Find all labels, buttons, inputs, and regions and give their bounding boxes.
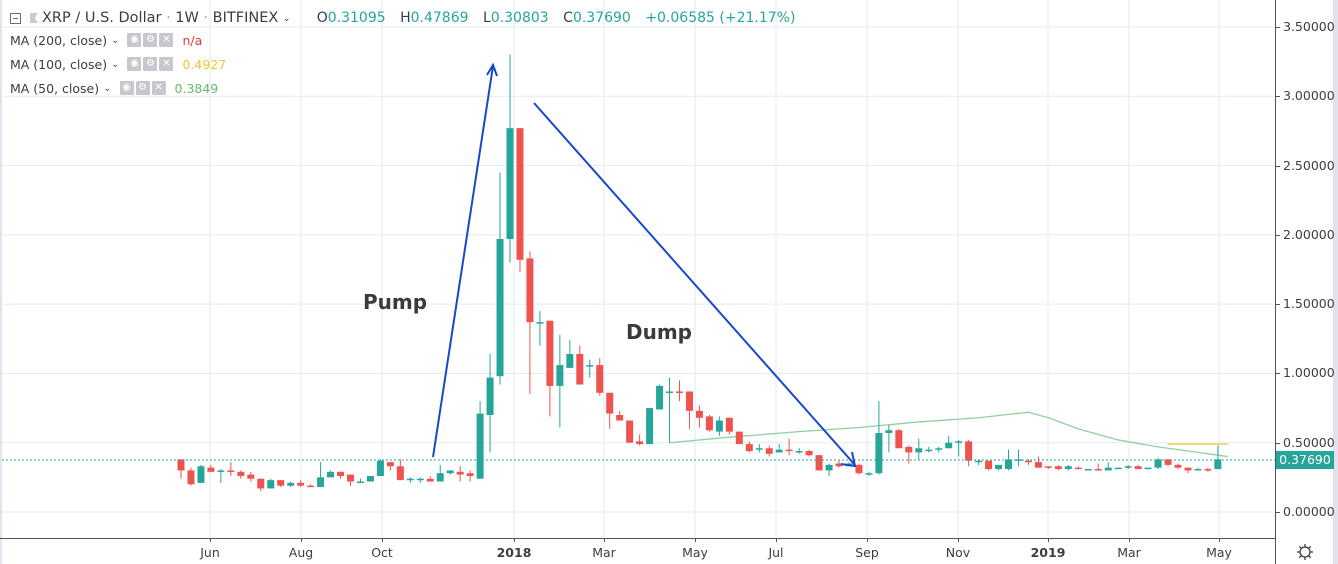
chart-legend: XRP / U.S. Dollar · 1W · BITFINEX ⌄ O0.3… (10, 8, 805, 100)
open-label: O (316, 10, 328, 26)
time-tick-label: Mar (592, 545, 616, 560)
price-tick-label: 3.00000 (1283, 88, 1335, 104)
time-tick-label: May (1206, 545, 1232, 560)
settings-gear-icon[interactable] (1296, 543, 1314, 561)
low-label: L (482, 10, 491, 26)
candles (177, 54, 1222, 492)
separator-dot: · (166, 10, 176, 26)
time-tick-label: Sep (855, 545, 879, 560)
chevron-down-icon[interactable]: ⌄ (111, 58, 120, 70)
symbol-name: XRP / U.S. Dollar (42, 10, 162, 26)
interval: 1W (175, 10, 199, 26)
close-icon[interactable]: ✕ (159, 33, 174, 47)
dump-arrow (533, 102, 857, 468)
gear-icon[interactable]: ⚙ (135, 81, 150, 95)
tick-mark (776, 538, 777, 542)
gear-icon[interactable]: ⚙ (143, 33, 158, 47)
tick-mark (1276, 27, 1280, 28)
tick-mark (1276, 373, 1280, 375)
time-tick-label: Jun (200, 545, 220, 560)
price-tick-label: 2.00000 (1283, 226, 1335, 242)
high-label: H (400, 10, 411, 26)
ohlc-values: O0.31095 H0.47869 L0.30803 C0.37690 +0.0… (317, 10, 806, 26)
tick-mark (301, 538, 302, 542)
exchange: BITFINEX (212, 10, 279, 26)
price-tick-label: 2.50000 (1283, 157, 1335, 173)
indicator-ma50[interactable]: MA (50, close) ⌄ ◉ ⚙ ✕ 0.3849 (10, 76, 805, 100)
time-tick-label: May (682, 545, 708, 560)
price-tick-label: 0.00000 (1283, 504, 1335, 519)
eye-icon[interactable]: ◉ (119, 81, 134, 95)
price-axis-border (1275, 0, 1276, 564)
close-icon[interactable]: ✕ (159, 57, 174, 71)
indicator-label: MA (50, close) (10, 80, 100, 96)
tick-mark (1276, 234, 1280, 236)
pump-annotation[interactable]: Pump (363, 290, 428, 314)
price-tick-label: 3.50000 (1283, 19, 1335, 34)
indicator-value: n/a (182, 32, 203, 48)
last-price-tag: 0.37690 (1276, 451, 1334, 469)
change-value: +0.06585 (+21.17%) (645, 10, 796, 26)
symbol-title[interactable]: XRP / U.S. Dollar · 1W · BITFINEX (42, 10, 278, 26)
time-tick-label: 2019 (1030, 545, 1066, 560)
time-tick-label: Aug (288, 545, 314, 560)
right-scroll-strip (1333, 0, 1338, 564)
tick-mark (1048, 538, 1049, 542)
dump-annotation[interactable]: Dump (626, 320, 692, 344)
tick-mark (1276, 442, 1280, 444)
time-axis-border (0, 538, 1276, 539)
high-value: 0.47869 (410, 10, 469, 26)
close-value: 0.37690 (572, 10, 631, 26)
tick-mark (1276, 96, 1280, 98)
tick-mark (1276, 165, 1280, 167)
tick-mark (382, 538, 383, 542)
time-tick-label: Mar (1117, 545, 1141, 560)
indicator-ma100[interactable]: MA (100, close) ⌄ ◉ ⚙ ✕ 0.4927 (10, 52, 805, 76)
price-tick-label: 0.50000 (1283, 434, 1335, 450)
tick-mark (867, 538, 868, 542)
close-label: C (563, 10, 573, 26)
tick-mark (958, 538, 959, 542)
indicator-label: MA (200, close) (10, 32, 108, 48)
open-value: 0.31095 (327, 10, 386, 26)
close-icon[interactable]: ✕ (151, 81, 166, 95)
eye-icon[interactable]: ◉ (127, 33, 142, 47)
tick-mark (1129, 538, 1130, 542)
indicator-value: 0.4927 (182, 56, 227, 72)
indicator-label: MA (100, close) (10, 56, 108, 72)
eye-icon[interactable]: ◉ (127, 57, 142, 71)
tick-mark (695, 538, 696, 542)
time-tick-label: Oct (371, 545, 393, 560)
tick-mark (1276, 512, 1280, 513)
chevron-down-icon[interactable]: ⌄ (282, 12, 291, 24)
indicator-ma200[interactable]: MA (200, close) ⌄ ◉ ⚙ ✕ n/a (10, 28, 805, 52)
separator-dot: · (203, 10, 213, 26)
grid-lines (2, 0, 1275, 538)
pump-arrow (432, 62, 498, 458)
tick-mark (604, 538, 605, 542)
price-tick-label: 1.50000 (1283, 296, 1335, 312)
time-tick-label: 2018 (496, 545, 532, 560)
price-tick-label: 1.00000 (1283, 365, 1335, 381)
indicator-value: 0.3849 (174, 80, 219, 96)
chevron-down-icon[interactable]: ⌄ (111, 34, 120, 46)
symbol-row: XRP / U.S. Dollar · 1W · BITFINEX ⌄ O0.3… (10, 8, 805, 28)
tick-mark (514, 538, 515, 542)
low-value: 0.30803 (490, 10, 549, 26)
time-tick-label: Nov (945, 545, 971, 560)
time-tick-label: Jul (768, 545, 784, 560)
flag-icon[interactable] (30, 13, 38, 23)
left-border (0, 0, 2, 564)
chevron-down-icon[interactable]: ⌄ (103, 82, 112, 94)
tick-mark (1276, 304, 1280, 306)
moving-average-lines (669, 411, 1228, 458)
tick-mark (210, 538, 211, 542)
tick-mark (1219, 538, 1220, 542)
collapse-legend-button[interactable] (10, 12, 21, 24)
gear-icon[interactable]: ⚙ (143, 57, 158, 71)
